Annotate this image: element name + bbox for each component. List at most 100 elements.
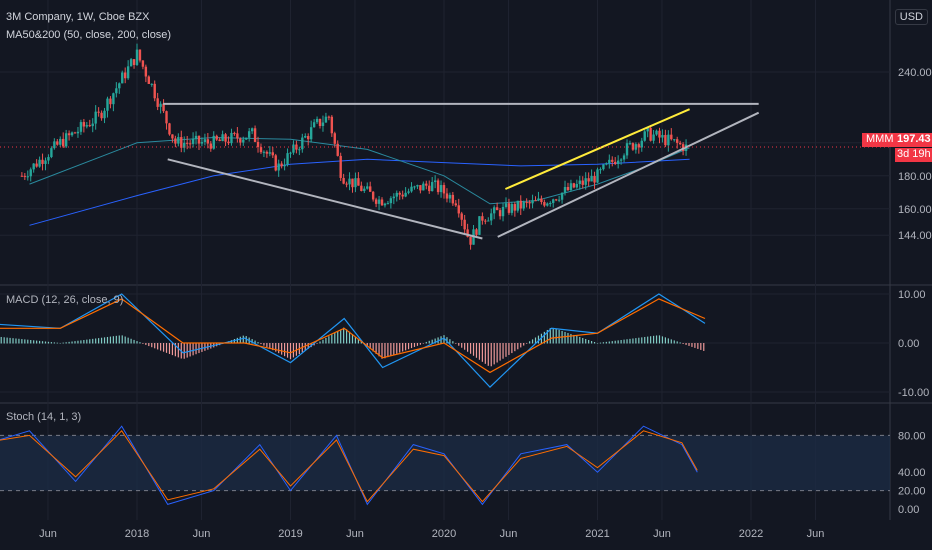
candle-body <box>593 175 596 183</box>
candle-body <box>153 83 156 99</box>
candle-body <box>484 220 487 222</box>
candle-body <box>383 203 387 206</box>
candle-body <box>100 112 103 119</box>
candle-body <box>327 116 331 118</box>
candle-body <box>522 201 525 209</box>
candle-body <box>425 183 428 186</box>
candle-body <box>32 163 35 170</box>
candle-body <box>44 160 47 164</box>
candle-body <box>73 132 77 134</box>
candle-body <box>62 138 65 147</box>
candle-body <box>245 137 248 140</box>
candle-body <box>436 180 440 193</box>
candle-body <box>348 178 351 185</box>
candle-body <box>126 66 130 79</box>
x-tick-label: Jun <box>653 528 671 540</box>
candle-body <box>277 163 280 171</box>
candle-body <box>180 137 183 148</box>
candle-body <box>377 199 381 204</box>
candle-body <box>138 49 142 61</box>
candle-body <box>416 185 419 187</box>
candle-body <box>168 123 171 135</box>
candle-body <box>445 193 449 199</box>
candle-body <box>640 140 643 148</box>
candle-body <box>366 186 369 189</box>
y-tick-label: 160.00 <box>898 204 932 216</box>
candle-body <box>233 132 236 134</box>
candle-body <box>655 130 658 135</box>
candle-body <box>371 191 375 200</box>
candle-body <box>643 131 646 141</box>
ma50-line <box>29 136 690 205</box>
candle-body <box>552 199 555 204</box>
candle-body <box>676 139 679 143</box>
candle-body <box>360 185 363 192</box>
stoch-d-line <box>0 430 698 503</box>
candle-body <box>578 180 581 184</box>
candle-body <box>599 169 602 171</box>
candle-body <box>575 183 579 188</box>
candle-body <box>150 83 153 85</box>
candle-body <box>171 134 174 139</box>
candle-body <box>670 134 673 140</box>
candle-body <box>20 175 24 177</box>
candle-body <box>271 152 274 156</box>
y-tick-label: 20.00 <box>898 486 926 498</box>
trendline-white <box>497 111 760 238</box>
candle-body <box>419 185 422 191</box>
candle-body <box>121 72 124 84</box>
candle-body <box>501 206 505 217</box>
candle-body <box>507 203 511 213</box>
y-tick-label: 0.00 <box>898 338 919 350</box>
macd-label[interactable]: MACD (12, 26, close, 9) <box>6 294 124 306</box>
candle-body <box>298 149 301 151</box>
y-tick-label: 180.00 <box>898 171 932 183</box>
candle-body <box>342 177 345 184</box>
candle-body <box>560 192 564 200</box>
candle-body <box>236 133 239 139</box>
candle-body <box>619 159 623 161</box>
candle-body <box>354 178 357 188</box>
candle-body <box>94 111 97 124</box>
stoch-label[interactable]: Stoch (14, 1, 3) <box>6 411 82 423</box>
candle-body <box>23 175 27 177</box>
candle-body <box>265 151 269 154</box>
indicator-label[interactable]: MA50&200 (50, close, 200, close) <box>6 29 172 41</box>
x-tick-label: 2022 <box>739 528 763 540</box>
candle-body <box>197 135 201 144</box>
last-price-badge: 197.43 <box>895 133 932 147</box>
candle-body <box>395 192 398 197</box>
candle-body <box>380 199 384 206</box>
trendline-white <box>167 158 483 240</box>
candle-body <box>566 187 570 191</box>
candle-body <box>398 192 401 195</box>
candle-body <box>215 135 218 140</box>
candle-body <box>250 128 254 132</box>
candle-body <box>519 200 522 209</box>
candle-body <box>602 164 605 170</box>
candle-body <box>91 123 94 127</box>
candle-body <box>203 139 207 143</box>
candle-body <box>301 137 304 150</box>
candle-body <box>605 163 608 165</box>
candle-body <box>79 122 83 132</box>
candle-body <box>38 159 41 167</box>
candle-body <box>256 141 260 148</box>
candle-body <box>407 191 410 193</box>
candle-body <box>227 141 230 144</box>
candle-body <box>481 216 484 221</box>
candle-body <box>454 203 458 206</box>
candle-body <box>584 178 587 185</box>
candle-body <box>194 135 198 139</box>
candle-body <box>59 138 62 145</box>
candle-body <box>504 203 508 207</box>
candle-body <box>478 216 481 235</box>
candle-body <box>404 192 407 197</box>
candle-body <box>614 161 617 165</box>
currency-selector[interactable]: USD <box>894 9 928 25</box>
candle-body <box>457 205 460 214</box>
candle-body <box>611 159 614 162</box>
x-tick-label: 2019 <box>278 528 302 540</box>
candle-body <box>554 199 558 201</box>
